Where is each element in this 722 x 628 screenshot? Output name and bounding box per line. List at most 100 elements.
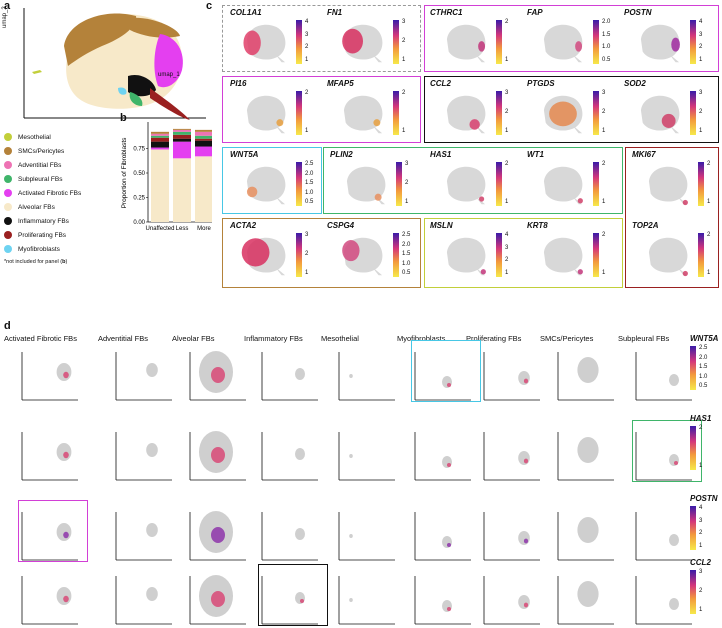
gene-umap-wrap xyxy=(642,233,694,282)
colorbar-tick-label: 2.0 xyxy=(699,354,708,361)
colorbar-tick-label: 0.5 xyxy=(602,57,611,63)
cluster-cells xyxy=(146,363,158,377)
colorbar-tick-label: 1 xyxy=(602,128,606,134)
cluster-expression xyxy=(63,531,69,539)
row-gene-title: HAS1 xyxy=(690,414,712,423)
expression-hotspot xyxy=(682,199,688,206)
umap-tail xyxy=(274,53,286,63)
legend-label: Adventitial FBs xyxy=(18,161,62,169)
cluster-cells xyxy=(56,363,72,381)
colorbar-tick-label: 1 xyxy=(402,57,406,63)
umap-cells-background xyxy=(543,237,583,273)
umap-plot xyxy=(23,8,206,120)
colorbar-tick-label: 3 xyxy=(402,19,406,25)
expression-umap xyxy=(640,95,680,134)
bar-segment xyxy=(151,147,169,150)
cluster-umap xyxy=(414,352,471,401)
colorbar-tick-label: 1 xyxy=(699,128,703,134)
bar-segment xyxy=(173,158,191,222)
colorbar-tick-label: 2.5 xyxy=(305,161,314,167)
umap-cells-background xyxy=(543,24,583,60)
cluster-umap xyxy=(115,576,172,625)
column-title: SMCs/Pericytes xyxy=(540,334,594,343)
colorbar-tick-label: 3 xyxy=(405,161,409,167)
colorbar-tick-label: 2 xyxy=(602,109,606,115)
expression-umap xyxy=(342,24,383,63)
colorbar xyxy=(496,20,502,64)
colorbar-tick-label: 1 xyxy=(707,199,711,205)
gene-group-frame xyxy=(424,76,719,143)
umap-cluster-inflammatory xyxy=(128,74,156,97)
bar-segment xyxy=(173,129,191,132)
legend-item: Subpleural FBs xyxy=(4,173,62,185)
umap-tail xyxy=(274,124,286,134)
umap-cluster-proliferating xyxy=(150,88,190,120)
expression-umap xyxy=(446,95,486,134)
bar-segment xyxy=(151,133,169,136)
legend-label: Activated Fibrotic FBs xyxy=(18,189,82,197)
cluster-umap xyxy=(338,352,395,401)
gene-group-frame xyxy=(625,147,719,288)
cluster-expression xyxy=(447,463,451,467)
gene-title: PLIN2 xyxy=(330,150,353,159)
colorbar xyxy=(496,162,502,206)
colorbar-tick-label: 1.0 xyxy=(602,44,611,51)
expression-hotspot xyxy=(549,101,577,127)
colorbar-tick-label: 1.0 xyxy=(305,189,314,196)
bar-x-tick-label: More xyxy=(197,226,211,232)
column-title: Activated Fibrotic FBs xyxy=(4,334,77,343)
gene-group-frame xyxy=(222,218,421,288)
colorbar-tick-label: 1 xyxy=(505,128,509,134)
bar-segment xyxy=(151,149,169,222)
expression-umap xyxy=(342,237,383,276)
gene-title: COL1A1 xyxy=(230,8,262,17)
cluster-cells xyxy=(295,528,305,540)
panel-c-label: c xyxy=(206,0,213,12)
cluster-umap xyxy=(261,432,318,481)
column-title: Adventitial FBs xyxy=(98,334,149,343)
expression-umap xyxy=(446,237,486,276)
bar-y-tick-label: 0.00 xyxy=(133,220,145,226)
cluster-expression xyxy=(211,591,225,607)
bar-y-tick-label: 0.75 xyxy=(133,147,145,153)
legend-swatch xyxy=(4,217,12,225)
legend-label: Inflammatory FBs xyxy=(18,217,69,225)
colorbar-tick-label: 3 xyxy=(602,90,606,96)
gene-title: PTGDS xyxy=(527,79,555,88)
umap-cluster-smc-2 xyxy=(130,17,180,38)
colorbar xyxy=(393,233,399,277)
cluster-umap xyxy=(115,352,172,401)
expression-umap xyxy=(446,24,486,63)
colorbar-tick-label: 2 xyxy=(402,38,406,44)
cluster-umap xyxy=(483,432,540,481)
colorbar-tick-label: 1 xyxy=(602,199,606,205)
colorbar-tick-label: 2 xyxy=(699,530,703,537)
panel-d-label: d xyxy=(4,320,11,332)
legend-swatch xyxy=(4,133,12,141)
umap-cells-background xyxy=(446,24,486,60)
gene-title: MKI67 xyxy=(632,150,656,159)
gene-title: FAP xyxy=(527,8,543,17)
gene-title: KRT8 xyxy=(527,221,548,230)
colorbar-tick-label: 2 xyxy=(505,161,509,167)
colorbar xyxy=(593,91,599,135)
gene-title: MFAP5 xyxy=(327,79,354,88)
gene-umap-wrap xyxy=(537,162,589,211)
cluster-expression xyxy=(523,378,529,384)
gene-umap-wrap xyxy=(440,233,492,282)
bar-segment xyxy=(151,135,169,138)
gene-umap-wrap xyxy=(634,20,686,69)
gene-umap-wrap xyxy=(337,233,389,282)
colorbar xyxy=(690,20,696,64)
colorbar-tick-label: 3 xyxy=(699,31,703,38)
cluster-cells xyxy=(518,595,530,609)
umap-cluster-smc xyxy=(64,13,137,66)
expression-hotspot xyxy=(342,240,360,262)
column-title: Proliferating FBs xyxy=(466,334,522,343)
cluster-umap xyxy=(21,352,78,401)
cluster-umap xyxy=(189,511,246,561)
colorbar-tick-label: 2 xyxy=(699,588,703,594)
gene-umap-wrap xyxy=(440,162,492,211)
colorbar xyxy=(393,91,399,135)
colorbar-tick-label: 2.5 xyxy=(402,232,411,238)
